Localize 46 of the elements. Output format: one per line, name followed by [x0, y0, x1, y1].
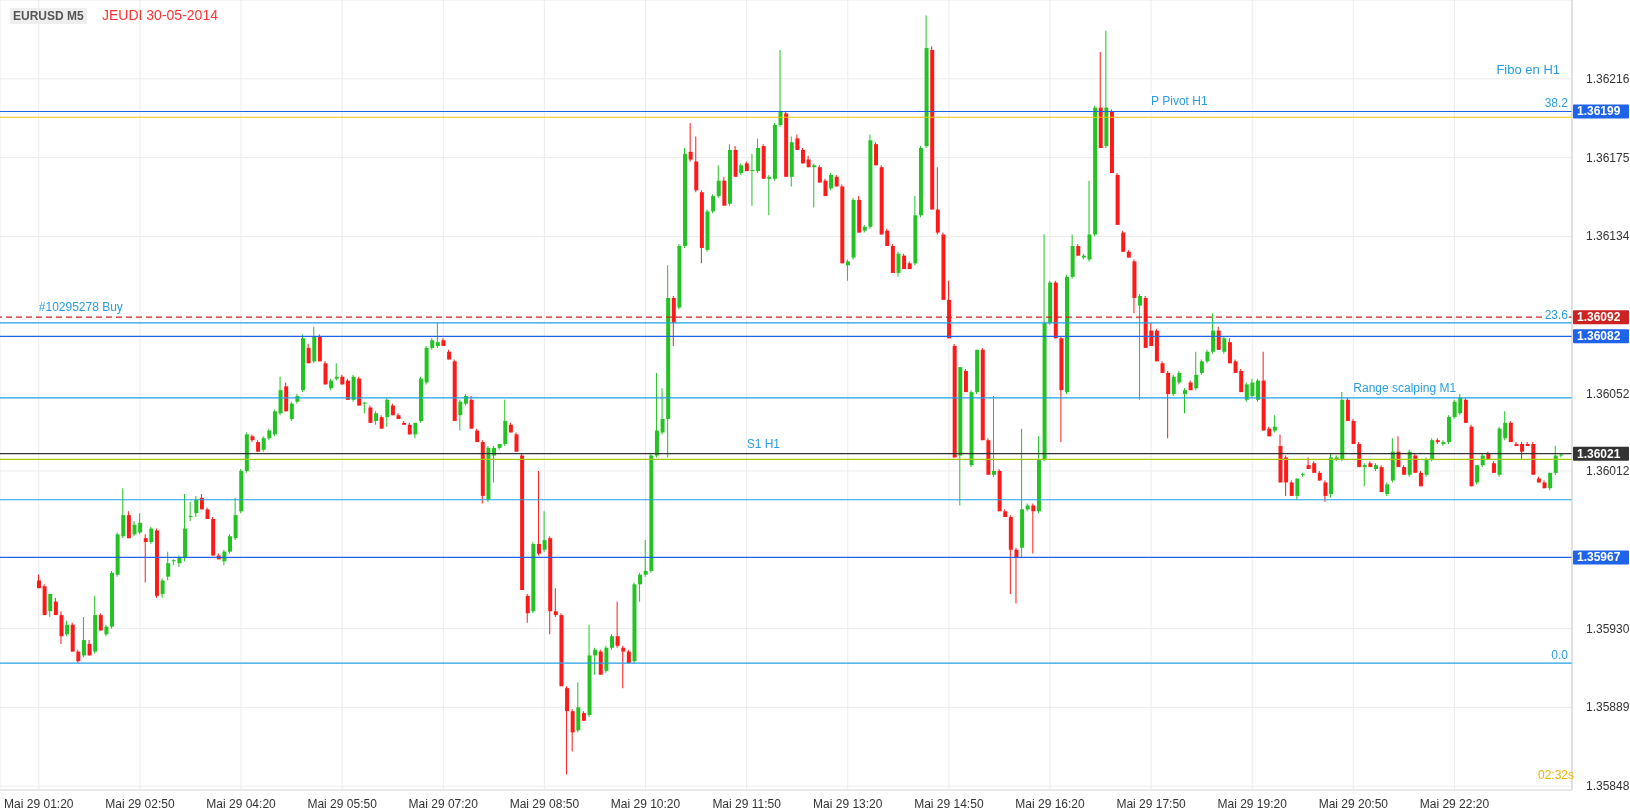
candlestick	[188, 501, 193, 521]
ref-line-label: 1.36199	[1577, 104, 1621, 119]
x-tick-label: Mai 29 17:50	[1116, 797, 1187, 811]
candlestick	[767, 174, 772, 216]
y-tick-label: 1.36216	[1586, 71, 1630, 86]
ref-line-label: 1.35967	[1577, 550, 1621, 565]
x-tick-label: Mai 29 19:20	[1217, 797, 1288, 811]
x-tick-label: Mai 29 07:20	[408, 797, 479, 811]
annotation: #10295278 Buy	[38, 300, 123, 315]
x-tick-label: Mai 29 16:20	[1015, 797, 1085, 811]
annotation: 02:32s	[1538, 768, 1575, 782]
ref-line-label: 1.36021	[1577, 446, 1621, 461]
y-tick-label: 1.36052	[1586, 387, 1630, 402]
annotation: P Pivot H1	[1151, 94, 1208, 109]
x-tick-label: Mai 29 20:50	[1318, 797, 1389, 811]
x-tick-label: Mai 29 05:50	[307, 797, 378, 811]
candlestick	[334, 363, 339, 381]
y-tick-label: 1.35848	[1586, 779, 1630, 794]
ref-line-label: 1.36092	[1577, 310, 1621, 325]
y-tick-label: 1.35930	[1586, 621, 1630, 636]
y-tick-label: 1.36012	[1586, 463, 1630, 478]
x-tick-label: Mai 29 04:20	[206, 797, 277, 811]
x-tick-label: Mai 29 14:50	[914, 797, 984, 811]
candlestick	[1362, 463, 1367, 487]
annotation: S1 H1	[746, 436, 781, 451]
ref-line-label: 1.36082	[1577, 329, 1621, 344]
annotation: 38.2	[1544, 96, 1569, 111]
candlestick	[143, 534, 148, 583]
x-tick-label: Mai 29 11:50	[712, 797, 782, 811]
annotation: Fibo en H1	[1496, 62, 1560, 77]
x-tick-label: Mai 29 08:50	[509, 797, 580, 811]
x-tick-label: Mai 29 22:20	[1419, 797, 1490, 811]
annotation: Range scalping M1	[1353, 380, 1457, 395]
text: JEUDI 30-05-2014	[102, 7, 218, 23]
x-tick-label: Mai 29 13:20	[813, 797, 883, 811]
candlestick	[992, 395, 996, 477]
y-tick-label: 1.36175	[1586, 150, 1630, 165]
y-tick-label: 1.35889	[1586, 700, 1630, 715]
candlestick	[812, 163, 817, 208]
candlestick	[750, 153, 755, 206]
x-tick-label: Mai 29 01:20	[4, 797, 74, 811]
text: EURUSD M5	[10, 8, 87, 24]
y-tick-label: 1.36134	[1586, 229, 1630, 244]
x-tick-label: Mai 29 10:20	[610, 797, 681, 811]
x-tick-label: Mai 29 02:50	[105, 797, 175, 811]
annotation: 0.0	[1551, 648, 1569, 663]
